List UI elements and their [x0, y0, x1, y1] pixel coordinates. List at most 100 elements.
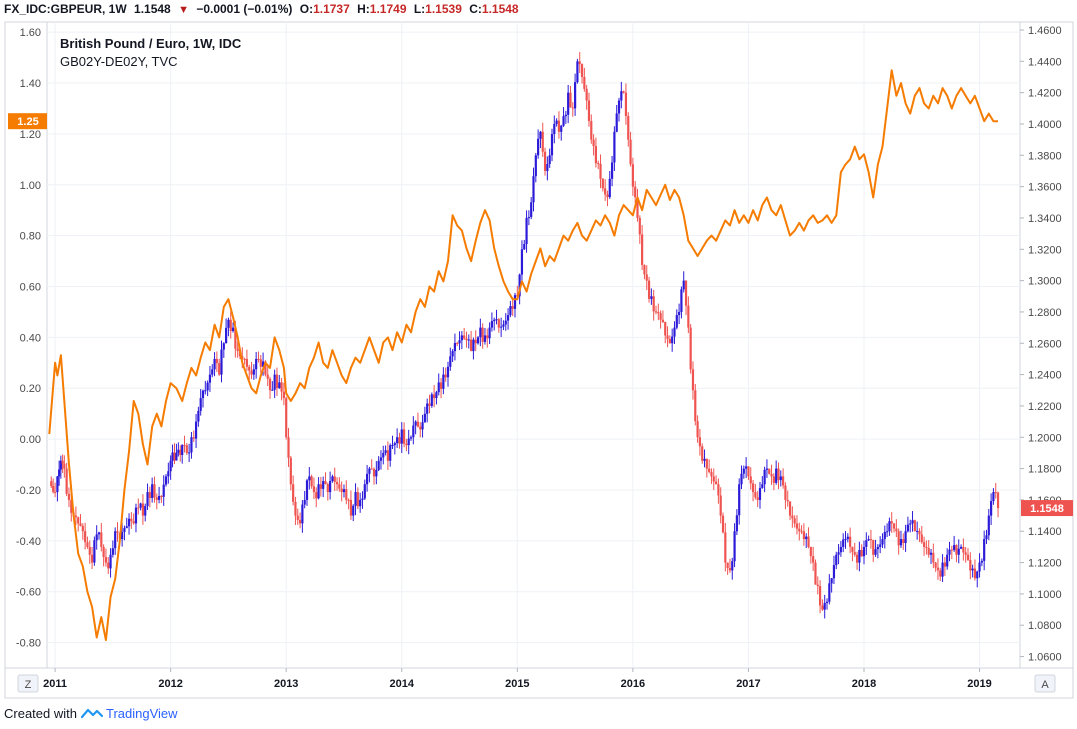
- candle-body: [745, 466, 748, 469]
- candle-body: [936, 567, 940, 571]
- candle-body: [365, 473, 369, 485]
- left-tick-label: 0.20: [20, 383, 41, 395]
- candle-body: [442, 374, 445, 389]
- footer-brand[interactable]: TradingView: [106, 706, 178, 721]
- candle-body: [393, 443, 396, 446]
- left-tick-label: 0.60: [20, 282, 41, 294]
- candle-body: [990, 501, 993, 516]
- candle-body: [467, 339, 470, 341]
- candle-body: [553, 123, 556, 135]
- candle-body: [890, 521, 893, 524]
- candle-body: [634, 186, 637, 198]
- candle-body: [363, 484, 366, 499]
- auto-scale-button[interactable]: A: [1034, 674, 1056, 693]
- candle-body: [259, 359, 262, 367]
- candle-body: [268, 378, 272, 391]
- candle-body: [308, 476, 311, 481]
- candle-body: [966, 554, 970, 560]
- candle-body: [317, 484, 320, 499]
- candle-body: [786, 499, 789, 502]
- candle-body: [56, 476, 59, 493]
- candle-body: [574, 82, 577, 109]
- candle-body: [402, 429, 406, 444]
- candle-body: [666, 335, 669, 339]
- candle-body: [509, 306, 512, 316]
- candle-body: [243, 358, 246, 360]
- high-label: H:: [357, 2, 370, 16]
- candle-body: [740, 473, 743, 485]
- candle-body: [151, 484, 154, 498]
- candle-body: [460, 335, 463, 341]
- candle-body: [215, 358, 218, 364]
- candle-body: [84, 531, 87, 543]
- candle-body: [557, 120, 561, 132]
- candle-body: [340, 488, 343, 493]
- right-tick-label: 1.1200: [1028, 558, 1062, 570]
- candle-body: [185, 445, 188, 453]
- candle-body: [386, 450, 389, 461]
- candle-body: [333, 476, 336, 482]
- candle-body: [816, 584, 819, 587]
- candle-body: [77, 517, 80, 524]
- candle-body: [867, 539, 870, 541]
- price-current-label: 1.1548: [1030, 503, 1064, 515]
- candle-body: [398, 437, 401, 444]
- open-label: O:: [299, 2, 314, 16]
- right-tick-label: 1.2600: [1028, 338, 1062, 350]
- candle-body: [560, 125, 563, 132]
- candle-body: [280, 382, 283, 392]
- left-tick-label: 1.20: [20, 129, 41, 141]
- time-axis[interactable]: 2011 2012 2013 2014 2015 2016 2017 2018 2019: [43, 668, 992, 690]
- candle-body: [109, 554, 112, 569]
- candle-body: [911, 520, 914, 524]
- candle-body: [433, 394, 436, 399]
- candle-body: [222, 343, 225, 350]
- candle-body: [177, 449, 180, 453]
- candle-body: [983, 539, 986, 561]
- right-axis[interactable]: 1.4600 1.4400 1.4200 1.4000 1.3800 1.3600 1.34…: [1020, 25, 1062, 664]
- candle-body: [955, 545, 958, 555]
- candle-body: [52, 486, 55, 492]
- candle-body: [728, 567, 732, 571]
- candle-body: [980, 560, 983, 563]
- candle-body: [298, 519, 302, 524]
- candle-body: [248, 366, 251, 371]
- candle-body: [252, 369, 255, 375]
- candle-body: [497, 319, 500, 328]
- right-tick-label: 1.0600: [1028, 652, 1062, 664]
- left-tick-label: -0.40: [16, 536, 41, 548]
- left-scale-button[interactable]: Z: [17, 674, 39, 693]
- candle-body: [772, 476, 775, 483]
- candle-body: [523, 244, 526, 250]
- candle-body: [352, 505, 355, 516]
- candle-body: [183, 445, 186, 447]
- candle-body: [564, 114, 567, 117]
- candle-body: [301, 504, 304, 524]
- candle-body: [918, 530, 921, 535]
- candle-body: [525, 217, 528, 245]
- candle-body: [562, 116, 565, 126]
- left-axis[interactable]: 1.60 1.40 1.20 1.00 0.80 0.60 0.40 0.20 0.00 -0.2…: [16, 27, 41, 649]
- candle-body: [636, 197, 639, 218]
- candle-body: [234, 327, 237, 349]
- candle-body: [167, 471, 170, 477]
- candle-body: [682, 280, 685, 290]
- candle-body: [88, 546, 91, 555]
- candle-body: [100, 532, 103, 547]
- candle-body: [296, 515, 299, 520]
- candle-body: [474, 339, 477, 344]
- candle-body: [400, 429, 403, 444]
- right-tick-label: 1.3800: [1028, 150, 1062, 162]
- candle-body: [978, 562, 981, 572]
- candle-body: [458, 340, 461, 344]
- candle-body: [439, 382, 443, 389]
- candle-body: [832, 565, 836, 579]
- candle-body: [657, 311, 660, 314]
- candle-body: [331, 476, 334, 481]
- low-label: L:: [413, 2, 426, 16]
- right-tick-label: 1.0800: [1028, 620, 1062, 632]
- candle-body: [638, 217, 641, 235]
- candle-body: [675, 315, 678, 328]
- candle-body: [613, 131, 616, 163]
